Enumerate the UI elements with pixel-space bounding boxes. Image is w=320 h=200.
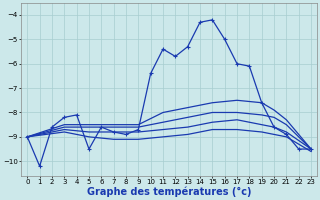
- X-axis label: Graphe des températures (°c): Graphe des températures (°c): [87, 187, 252, 197]
